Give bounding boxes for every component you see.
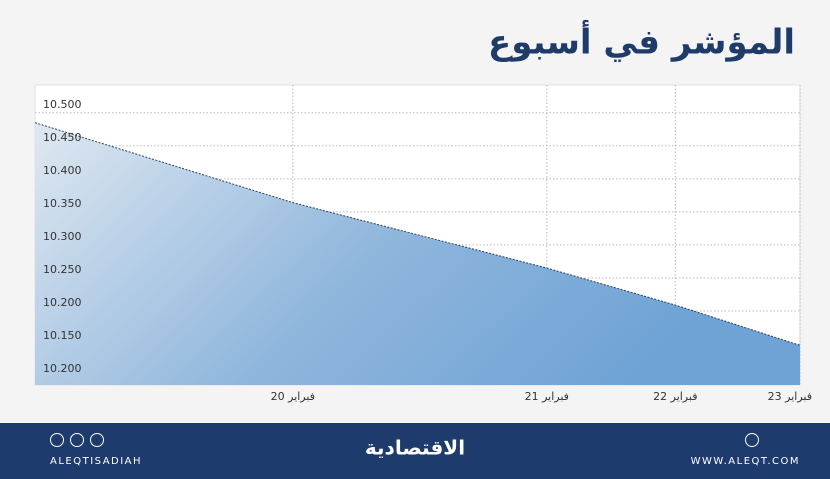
footer-bar	[0, 423, 830, 479]
footer-handle: ALEQTISADIAH	[50, 456, 142, 467]
y-tick-label: 10.400	[43, 164, 82, 177]
y-tick-label: 10.250	[43, 263, 82, 276]
plot: 10.200 10.150 10.200 10.250 10.300 10.350 10.4…	[34, 85, 812, 403]
x-tick-label: 22 فبراير	[653, 390, 697, 403]
x-tick-label: 21 فبراير	[525, 390, 569, 403]
y-tick-label: 10.300	[43, 230, 82, 243]
y-tick-label: 10.350	[43, 197, 82, 210]
footer-logo: الاقتصادية	[365, 436, 465, 460]
x-tick-label: 20 فبراير	[271, 390, 315, 403]
y-tick-label: 10.500	[43, 98, 82, 111]
footer-site: WWW.ALEQT.COM	[691, 456, 800, 467]
line	[34, 122, 801, 346]
chart-title: المؤشر في أسبوع	[488, 20, 795, 63]
y-tick-label: 10.200	[43, 296, 82, 309]
y-tick-label: 10.200	[43, 362, 82, 375]
x-tick-label: 23 فبراير	[768, 390, 812, 403]
social-icons	[50, 433, 759, 447]
y-tick-label: 10.450	[43, 131, 82, 144]
y-tick-label: 10.150	[43, 329, 82, 342]
area	[35, 122, 800, 386]
